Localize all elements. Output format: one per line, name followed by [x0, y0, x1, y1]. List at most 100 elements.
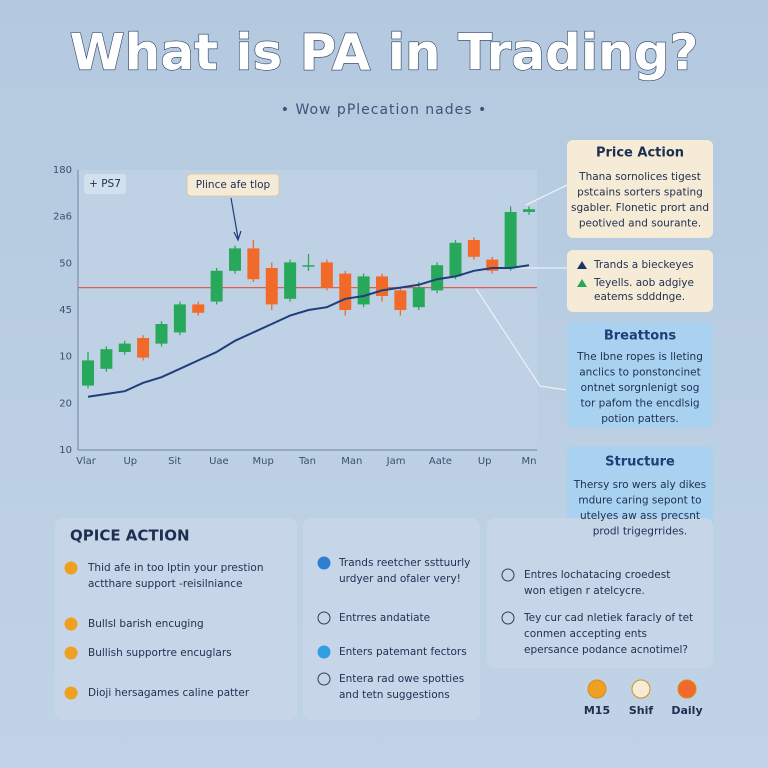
candle-body [449, 242, 462, 277]
candle-body [523, 209, 535, 212]
item-icon [317, 672, 331, 686]
item-icon [64, 617, 78, 631]
card-text: Thersy sro wers aly dikes [573, 479, 706, 491]
candle-body [504, 212, 517, 268]
candle-body [486, 259, 499, 271]
card-title: Price Action [596, 146, 684, 161]
card-text: won etigen r atelcycre. [524, 585, 645, 597]
x-axis-label: Up [123, 456, 137, 467]
panel [303, 518, 480, 720]
x-axis-label: Vlar [76, 456, 97, 467]
annotation-arrow [230, 197, 242, 242]
y-axis-label: 180 [53, 165, 72, 176]
chart-tag: + PS7 [89, 178, 121, 190]
x-axis-label: Man [341, 456, 362, 467]
item-icon [317, 556, 331, 570]
candle-body [394, 290, 407, 310]
card-text: actthare support -reisilniance [88, 578, 243, 590]
timeframe-icon [631, 679, 651, 699]
card-text: utelyes aw ass precsnt [580, 510, 700, 522]
item-icon [64, 686, 78, 700]
candle-body [302, 265, 315, 267]
trend-line [87, 264, 530, 398]
bullet-icon [577, 279, 587, 287]
candle-body [137, 338, 150, 358]
annotation-box [186, 173, 280, 197]
card-text: urdyer and ofaler very! [339, 573, 461, 585]
y-axis-label: 20 [59, 398, 72, 409]
timeframe-icon [677, 679, 697, 699]
card-text: mdure caring sepont to [578, 495, 701, 507]
candle-body [320, 262, 333, 288]
candle-body [100, 349, 113, 369]
annotation: Plince afe tlop [196, 179, 271, 191]
card-text: prodl trigegrrides. [593, 526, 688, 538]
card-text: epersance podance acnotimel? [524, 644, 688, 656]
candle-body [118, 343, 131, 352]
card-text: Trands reetcher ssttuurly [338, 557, 470, 569]
item-icon [317, 611, 331, 625]
item-icon [64, 646, 78, 660]
card-text: and tetn suggestions [339, 689, 450, 701]
x-axis-label: Mn [522, 456, 537, 467]
x-axis-label: Sit [168, 456, 181, 467]
card-text: Tey cur cad nletiek faracly of tet [523, 612, 693, 624]
x-axis-label: Up [478, 456, 492, 467]
x-axis-label: Uae [209, 456, 229, 467]
card-text: Thid afe in too lptin your prestion [87, 562, 263, 574]
card-text: Entres lochatacing croedest [524, 569, 670, 581]
card-text: anclics to ponstoncinet [579, 367, 701, 379]
timeframe-icon [587, 679, 607, 699]
card-text: Thana sornolices tigest [578, 171, 701, 183]
panel [487, 518, 713, 668]
item-icon [501, 568, 515, 582]
y-axis-label: 45 [59, 305, 72, 316]
candle-body [284, 262, 297, 299]
card-text: sgabler. Flonetic prort and [571, 202, 709, 214]
candle-body [210, 270, 223, 302]
candle-body [467, 240, 480, 257]
timeframe-label: M15 [584, 704, 610, 717]
y-axis-label: 10 [59, 352, 72, 363]
card-text: pstcains sorters spating [577, 187, 703, 199]
candle-body [155, 324, 168, 344]
candle-body [339, 273, 352, 310]
candle-body [412, 287, 425, 308]
card-text: conmen accepting ents [524, 628, 647, 640]
candle-body [265, 268, 278, 305]
subtitle: • Wow pPlecation nades • [281, 102, 488, 118]
x-axis-label: Jam [386, 456, 406, 467]
x-axis-label: Aate [429, 456, 452, 467]
bullet-icon [577, 261, 587, 269]
card-text: Entrres andatiate [339, 612, 430, 624]
tag-box [84, 174, 126, 194]
panel [55, 518, 297, 720]
card-text: The lbne ropes is lleting [576, 351, 703, 363]
y-axis-label: 10 [59, 445, 72, 456]
card-text: Bullish supportre encuglars [88, 647, 232, 659]
card-text: peotived and sourante. [579, 218, 701, 230]
item-icon [317, 645, 331, 659]
card [567, 140, 713, 238]
candle-body [229, 248, 241, 271]
card-text: Dioji hersagames caline patter [88, 687, 250, 699]
candle-body [192, 304, 205, 313]
candle-body [376, 276, 388, 296]
card-text: potion patters. [601, 413, 678, 425]
y-axis-label: 50 [59, 258, 72, 269]
card-text: ontnet sorgnlenigt sog [581, 382, 700, 394]
timeframe-label: Daily [671, 704, 702, 717]
timeframe-label: Shif [629, 704, 654, 717]
card [567, 322, 713, 428]
x-axis-label: Mup [253, 456, 274, 467]
card-title: Breattons [604, 329, 677, 344]
card-text: Enters patemant fectors [339, 646, 467, 658]
candle-body [247, 248, 260, 280]
card-title: Structure [605, 455, 675, 470]
candle-body [173, 304, 186, 333]
card-text: Trands a bieckeyes [593, 259, 694, 271]
item-icon [501, 611, 515, 625]
card-text: Teyells. aob adgiye [593, 277, 694, 289]
candle-body [431, 265, 444, 291]
